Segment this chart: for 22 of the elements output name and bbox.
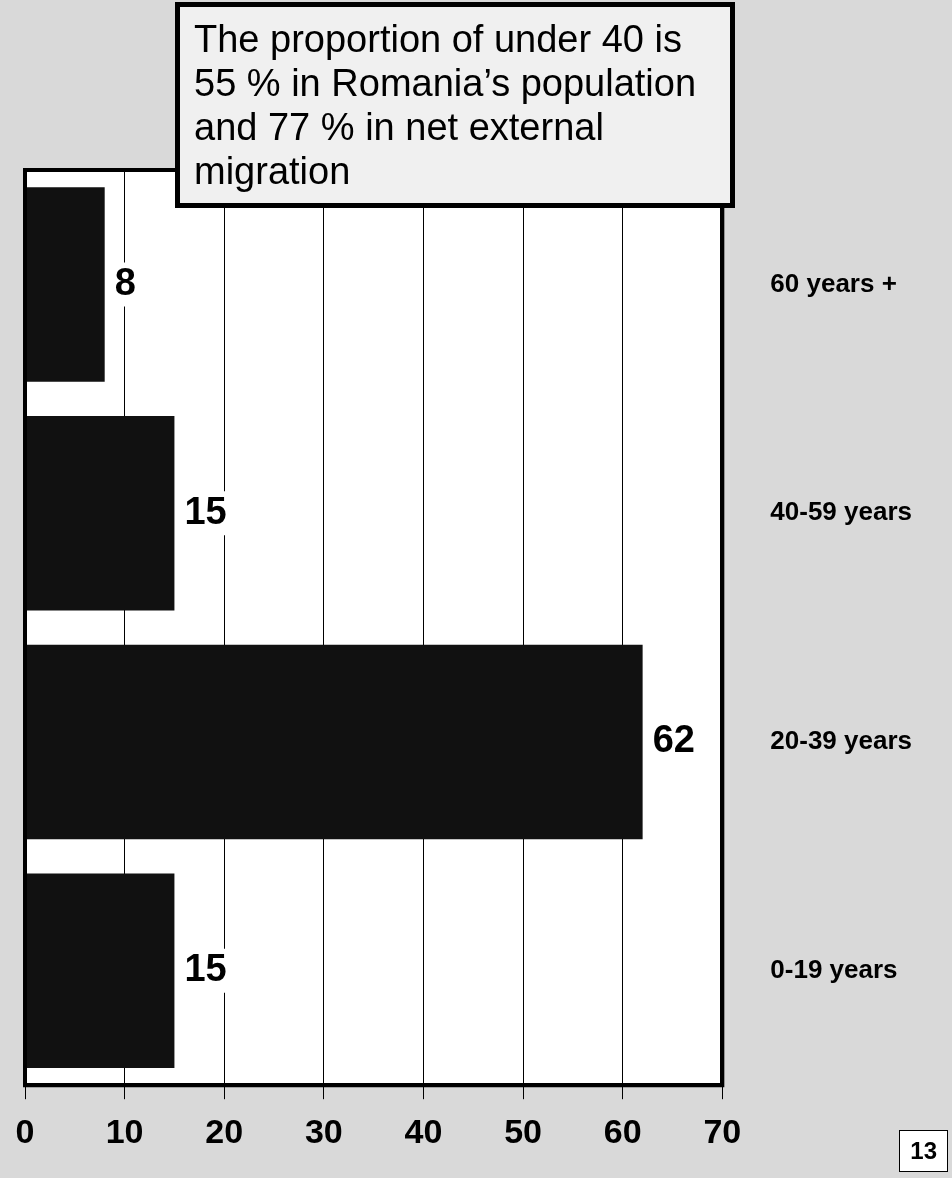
bar [25,873,175,1069]
bar [25,644,643,840]
x-tick-label: 50 [504,1111,542,1150]
x-tick-label: 30 [304,1111,343,1150]
bar [25,187,105,382]
data-label: 8 [114,260,136,303]
x-tick-label: 10 [105,1111,144,1150]
y-tick-label: 40-59 years [770,496,913,527]
y-tick-label: 0-19 years [770,953,898,984]
y-tick-label: 60 years + [770,267,897,298]
text: 13 [899,1130,948,1172]
x-tick-label: 20 [205,1111,244,1150]
x-tick-label: 40 [404,1111,443,1150]
y-tick-label: 20-39 years [770,725,913,756]
x-tick-label: 70 [703,1111,742,1150]
x-tick-label: 60 [603,1111,642,1150]
data-label: 62 [652,718,695,761]
x-tick-label: 0 [15,1111,35,1150]
data-label: 15 [184,489,227,532]
bar [25,415,175,611]
data-label: 15 [184,947,227,990]
annotation: The proportion of under 40 is 55 % in Romania’s population and 77 % in net external migration [175,2,735,208]
